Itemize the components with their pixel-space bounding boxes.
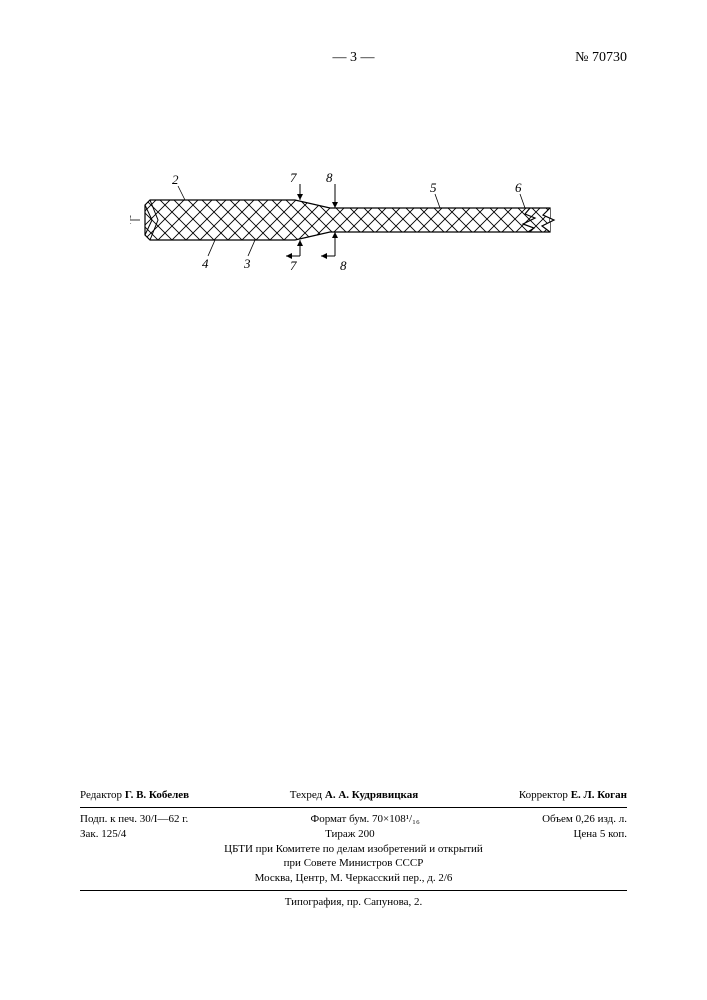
address: Москва, Центр, М. Черкасский пер., д. 2/…: [80, 871, 627, 886]
techred: Техред А. А. Кудрявицкая: [290, 788, 418, 803]
sign-to-print: Подп. к печ. 30/I—62 г.: [80, 812, 188, 827]
printer: Типография, пр. Сапунова, 2.: [80, 895, 627, 910]
callout-7-bottom: 7: [290, 258, 297, 273]
order-number: Зак. 125/4: [80, 827, 126, 842]
callout-1: 1: [130, 212, 133, 227]
callout-8-top: 8: [326, 170, 333, 185]
callout-7-top: 7: [290, 170, 297, 185]
org-line-2: при Совете Министров СССР: [80, 856, 627, 871]
tirazh: Тираж 200: [325, 827, 375, 842]
price: Цена 5 коп.: [573, 827, 627, 842]
volume: Объем 0,26 изд. л.: [542, 812, 627, 827]
callout-4: 4: [202, 256, 209, 271]
callout-8-bottom: 8: [340, 258, 347, 273]
proofreader: Корректор Е. Л. Коган: [519, 788, 627, 803]
callout-3: 3: [243, 256, 251, 271]
paper-format: Формат бум. 70×108¹/₁₆: [311, 812, 420, 827]
editor: Редактор Г. В. Кобелев: [80, 788, 189, 803]
callout-5: 5: [430, 180, 437, 195]
colophon-block: Редактор Г. В. Кобелев Техред А. А. Кудр…: [80, 788, 627, 910]
callout-6: 6: [515, 180, 522, 195]
callout-2: 2: [172, 172, 179, 187]
technical-figure: 1 2 3 4 5 6 7 7 8 8: [130, 170, 580, 280]
org-line-1: ЦБТИ при Комитете по делам изобретений и…: [80, 842, 627, 857]
document-number: № 70730: [575, 50, 627, 66]
